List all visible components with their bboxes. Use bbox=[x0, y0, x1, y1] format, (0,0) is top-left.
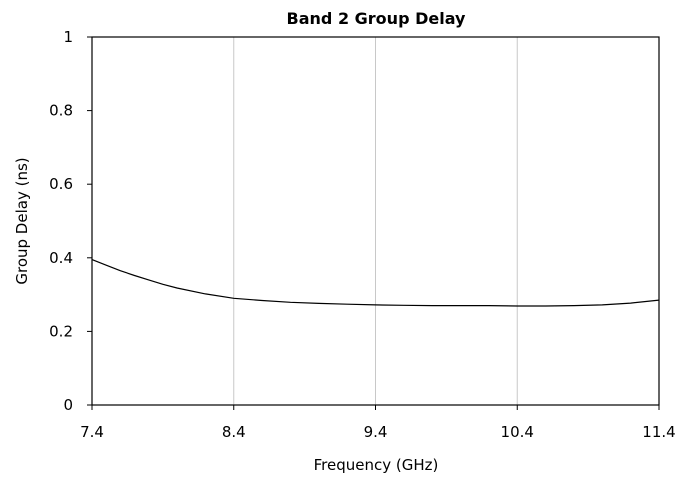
x-tick-label: 9.4 bbox=[364, 423, 388, 441]
y-tick-label: 0.8 bbox=[49, 102, 73, 120]
axis-ticks: 7.4 8.4 9.4 10.4 11.4 0 0.2 0.4 0.6 0.8 1 bbox=[49, 28, 676, 441]
series-layer bbox=[91, 259, 660, 307]
y-tick-label: 0.6 bbox=[49, 175, 73, 193]
group-delay-line bbox=[91, 259, 660, 307]
x-axis-label: Frequency (GHz) bbox=[314, 456, 439, 474]
x-tick-label: 8.4 bbox=[222, 423, 246, 441]
x-tick-label: 10.4 bbox=[501, 423, 534, 441]
chart-title: Band 2 Group Delay bbox=[287, 9, 466, 28]
y-tick-label: 0.4 bbox=[49, 249, 73, 267]
y-tick-label: 1 bbox=[63, 28, 73, 46]
y-tick-label: 0 bbox=[63, 396, 73, 414]
x-tick-label: 11.4 bbox=[642, 423, 675, 441]
y-axis-label: Group Delay (ns) bbox=[13, 157, 31, 284]
y-tick-label: 0.2 bbox=[49, 322, 73, 340]
grid-lines bbox=[233, 37, 518, 405]
x-tick-label: 7.4 bbox=[80, 423, 104, 441]
